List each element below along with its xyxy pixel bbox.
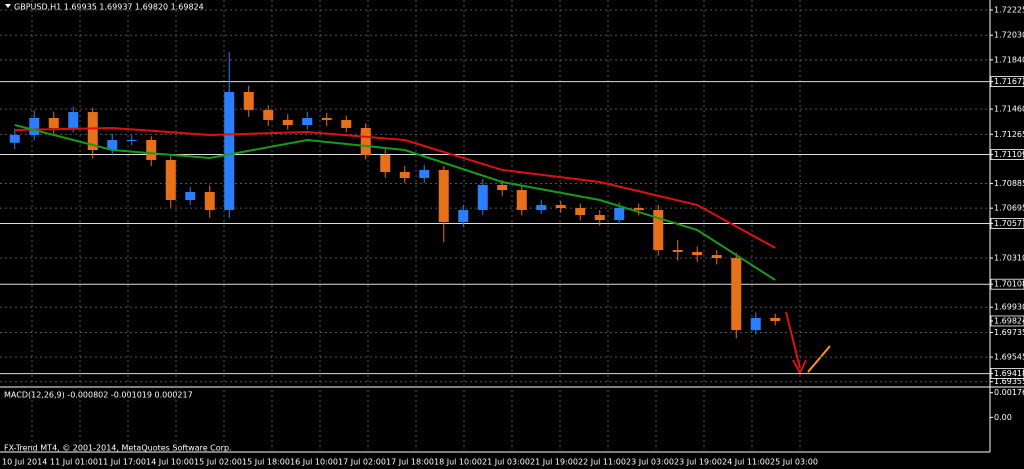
y-tick-label: 1.71672: [994, 77, 1024, 86]
x-tick-label: 11 Jul 01:00: [50, 458, 98, 467]
y-tick-label: 1.71840: [994, 55, 1024, 64]
candle-body: [204, 191, 215, 210]
y-tick-label: 1.69735: [994, 328, 1024, 337]
candle-body: [731, 258, 742, 331]
x-tick-label: 21 Jul 19:00: [530, 458, 578, 467]
y-tick-label: 1.70108: [994, 280, 1024, 289]
y-tick-label: 1.71265: [994, 130, 1024, 139]
x-tick-label: 21 Jul 03:00: [482, 458, 530, 467]
menu-arrow[interactable]: [5, 4, 11, 8]
y-tick-label: 1.69930: [994, 303, 1024, 312]
candle-body: [29, 118, 40, 135]
candle-body: [692, 251, 703, 256]
x-tick-label: 11 Jul 17:00: [98, 458, 146, 467]
x-tick-label: 10 Jul 2014: [2, 458, 47, 467]
candle-body: [711, 255, 722, 259]
y-tick-label: 1.69355: [994, 377, 1024, 386]
moving-average: [14, 126, 776, 249]
candle-body: [302, 118, 313, 125]
down-arrow-head: [792, 359, 807, 376]
chart-title: GBPUSD,H1 1.69935 1.69937 1.69820 1.6982…: [14, 3, 204, 12]
x-tick-label: 16 Jul 10:00: [290, 458, 338, 467]
candle-body: [497, 184, 508, 191]
candle-body: [282, 119, 293, 125]
x-tick-label: 23 Jul 19:00: [674, 458, 722, 467]
footer: FX-Trend MT4, © 2001-2014, MetaQuotes So…: [4, 444, 232, 453]
x-tick-label: 15 Jul 18:00: [242, 458, 290, 467]
x-tick-label: 18 Jul 10:00: [434, 458, 482, 467]
candle-body: [594, 215, 605, 221]
x-tick-label: 24 Jul 11:00: [722, 458, 770, 467]
y-tick-label: 1.71460: [994, 105, 1024, 114]
x-tick-label: 17 Jul 02:00: [338, 458, 386, 467]
y-tick-label: 1.69545: [994, 353, 1024, 362]
candle-body: [146, 140, 157, 160]
x-tick-label: 14 Jul 10:00: [146, 458, 194, 467]
x-tick-label: 15 Jul 02:00: [194, 458, 242, 467]
candle-body: [360, 127, 371, 156]
candle-body: [750, 317, 761, 331]
candle-body: [653, 209, 664, 250]
up-arrow: [807, 345, 831, 373]
candle-body: [477, 184, 488, 210]
x-tick-label: 23 Jul 03:00: [626, 458, 674, 467]
candle-body: [458, 209, 469, 223]
candle-body: [224, 91, 235, 210]
candle-body: [165, 159, 176, 200]
candle-body: [419, 169, 430, 178]
y-tick-label: 1.69824: [994, 316, 1024, 325]
x-tick-label: 22 Jul 11:00: [578, 458, 626, 467]
candle-body: [243, 91, 254, 110]
candle-body: [516, 190, 527, 210]
candle-body: [321, 118, 332, 120]
candle-body: [341, 119, 352, 128]
candle-body: [633, 208, 644, 210]
candle-body: [770, 317, 781, 321]
candle-body: [575, 208, 586, 216]
y-tick-label: 1.70695: [994, 204, 1024, 213]
x-tick-label: 17 Jul 18:00: [386, 458, 434, 467]
candle-body: [68, 112, 79, 128]
y-tick-label: 1.70885: [994, 179, 1024, 188]
y-tick-label: 1.70310: [994, 254, 1024, 263]
candle-body: [107, 140, 118, 150]
candle-body: [48, 118, 59, 128]
moving-average: [14, 124, 776, 281]
candle-body: [263, 109, 274, 120]
indicator-label: MACD(12,26,9) -0.000802 -0.001019 0.0002…: [4, 391, 193, 400]
y-tick-label: 1.72225: [994, 5, 1024, 14]
candle-body: [9, 134, 20, 143]
y2-tick-label: 0.00: [994, 413, 1012, 422]
candle-body: [185, 191, 196, 200]
candle-body: [399, 172, 410, 178]
candle-body: [438, 169, 449, 223]
candle-body: [672, 249, 683, 252]
y-tick-label: 1.70577: [994, 219, 1024, 228]
candle-body: [87, 112, 98, 150]
candle-body: [555, 205, 566, 209]
down-arrow: [785, 311, 801, 369]
y-tick-label: 1.72030: [994, 31, 1024, 40]
y-tick-label: 1.69418: [994, 369, 1024, 378]
candle-body: [536, 205, 547, 210]
x-tick-label: 25 Jul 03:00: [770, 458, 818, 467]
y-tick-label: 1.71109: [994, 150, 1024, 159]
candle-body: [614, 208, 625, 221]
candle-body: [126, 140, 137, 142]
candle-body: [380, 155, 391, 173]
y2-tick-label: 0.001762: [994, 388, 1024, 397]
